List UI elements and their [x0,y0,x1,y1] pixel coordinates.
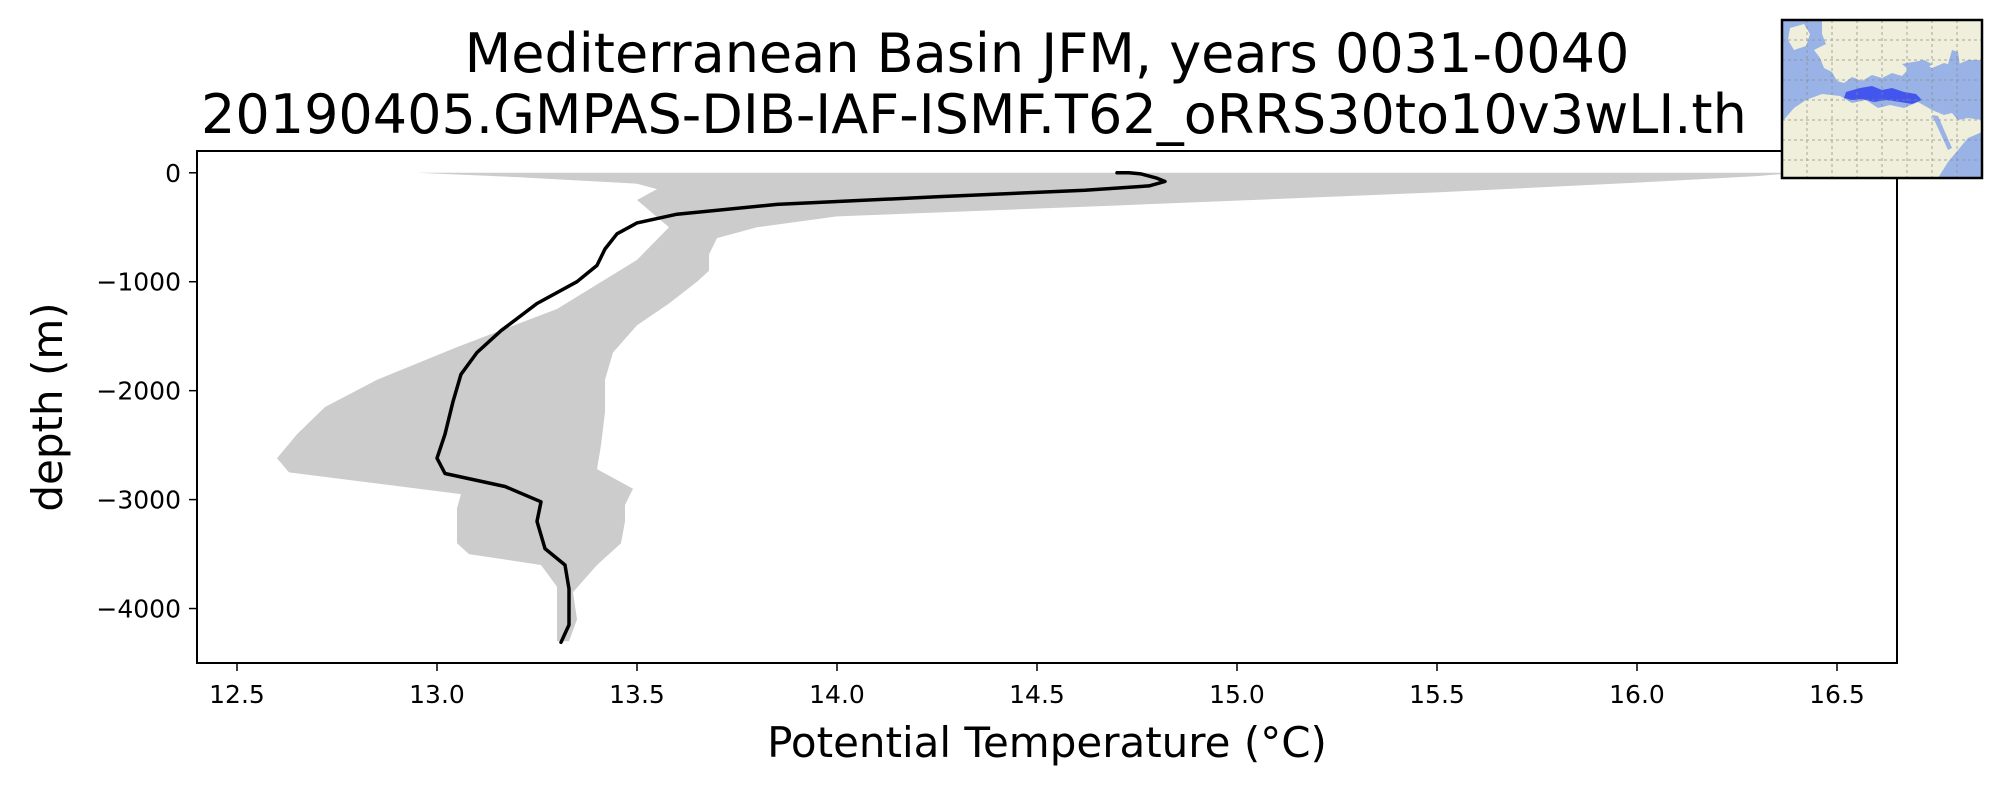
chart-title-line-2: 20190405.GMPAS-DIB-IAF-ISMF.T62_oRRS30to… [201,83,1747,146]
x-tick-label: 14.5 [1009,680,1065,709]
y-tick-label: −2000 [96,377,181,406]
x-axis-label: Potential Temperature (°C) [767,718,1327,767]
x-axis-ticks: 12.5 13.0 13.5 14.0 14.5 15.0 15.5 16.0 16.5 [209,663,1865,709]
x-tick-label: 15.0 [1209,680,1265,709]
y-tick-label: −3000 [96,486,181,515]
x-tick-label: 13.0 [409,680,465,709]
x-tick-label: 16.5 [1809,680,1865,709]
chart-title-line-1: Mediterranean Basin JFM, years 0031-0040 [465,22,1630,85]
y-tick-label: −4000 [96,595,181,624]
x-tick-label: 16.0 [1609,680,1665,709]
x-tick-label: 13.5 [609,680,665,709]
inset-map [1782,20,1982,178]
x-tick-label: 14.0 [809,680,865,709]
x-tick-label: 12.5 [209,680,265,709]
y-axis-ticks: 0 −1000 −2000 −3000 −4000 [96,159,197,624]
y-tick-label: −1000 [96,268,181,297]
y-axis-label: depth (m) [23,302,72,511]
y-tick-label: 0 [165,159,181,188]
x-tick-label: 15.5 [1409,680,1465,709]
